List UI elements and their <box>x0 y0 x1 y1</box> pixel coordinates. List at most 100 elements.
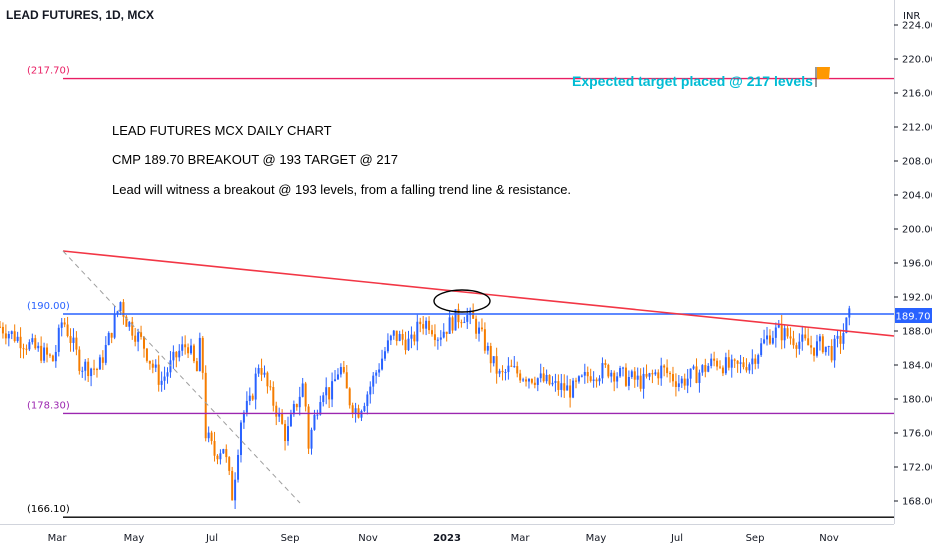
time-tick-label: Nov <box>358 533 378 544</box>
candle-body <box>557 381 560 390</box>
price-tick-label: 200.00 <box>902 225 932 236</box>
candle-body <box>234 479 237 501</box>
candle-body <box>122 302 125 317</box>
price-tick-label: 220.00 <box>902 55 932 66</box>
time-tick-label: Sep <box>281 533 300 544</box>
candle-body <box>716 360 719 367</box>
candle-body <box>37 345 40 349</box>
target-note: Expected target placed @ 217 levels <box>572 73 813 89</box>
candle-body <box>237 454 240 480</box>
candle-body <box>40 345 43 361</box>
candle-body <box>616 376 619 382</box>
candle-body <box>319 402 322 415</box>
time-tick-label: Jul <box>670 533 683 544</box>
candle-body <box>325 387 328 396</box>
candle-body <box>701 365 704 373</box>
candle-body <box>366 394 369 407</box>
candle-body <box>610 372 613 377</box>
candle-body <box>845 317 848 334</box>
candle-body <box>119 302 122 312</box>
annotation-outlook: Lead will witness a breakout @ 193 level… <box>112 182 571 197</box>
candle-body <box>46 347 49 355</box>
candles-layer <box>0 299 851 510</box>
candle-body <box>69 336 72 343</box>
candle-body <box>84 361 87 371</box>
candle-body <box>639 375 642 389</box>
candle-body <box>381 358 384 370</box>
candle-body <box>19 336 22 349</box>
candle-body <box>472 310 475 319</box>
candle-body <box>63 322 66 325</box>
time-tick-label: Nov <box>819 533 839 544</box>
candle-body <box>736 360 739 364</box>
candle-body <box>328 387 331 400</box>
candle-body <box>689 368 692 379</box>
candle-body <box>251 395 254 400</box>
time-tick-label: May <box>586 533 607 544</box>
candle-body <box>498 370 501 374</box>
candle-body <box>780 324 783 341</box>
candle-body <box>774 327 777 338</box>
dashed-trendline[interactable] <box>62 250 301 504</box>
candle-body <box>157 364 160 385</box>
candle-body <box>401 334 404 340</box>
candle-body <box>777 324 780 328</box>
candle-body <box>228 457 231 471</box>
candle-body <box>522 379 525 381</box>
candle-body <box>166 372 169 377</box>
candle-body <box>266 372 269 387</box>
candle-body <box>25 348 28 350</box>
candle-body <box>601 363 604 379</box>
candle-body <box>386 340 389 352</box>
time-tick-label: 2023 <box>433 533 461 544</box>
candle-body <box>254 373 257 400</box>
candle-body <box>848 308 851 318</box>
candle-body <box>457 309 460 323</box>
level-label-target: (217.70) <box>27 66 70 77</box>
candle-body <box>269 386 272 388</box>
candle-body <box>733 359 736 361</box>
candle-body <box>275 405 278 417</box>
candle-body <box>451 317 454 331</box>
candle-body <box>433 334 436 341</box>
price-axis-panel[interactable] <box>894 0 932 550</box>
candle-body <box>369 386 372 395</box>
candle-body <box>516 366 519 374</box>
candle-body <box>704 365 707 372</box>
current-price-label: 189.70 <box>896 312 931 323</box>
candle-body <box>636 375 639 380</box>
candle-body <box>81 370 84 372</box>
candle-body <box>739 362 742 364</box>
candle-body <box>604 363 607 365</box>
candle-body <box>360 411 363 418</box>
candle-body <box>151 363 154 368</box>
candle-body <box>107 332 110 345</box>
candle-body <box>231 470 234 501</box>
candle-body <box>16 336 19 342</box>
candle-body <box>677 383 680 387</box>
candle-body <box>572 380 575 398</box>
candle-body <box>792 338 795 346</box>
candle-body <box>598 378 601 382</box>
candle-body <box>363 406 366 412</box>
candle-body <box>724 357 727 374</box>
candle-body <box>339 367 342 375</box>
candle-body <box>760 343 763 356</box>
candle-body <box>569 385 572 398</box>
candle-body <box>148 360 151 364</box>
candle-body <box>513 366 516 368</box>
candle-body <box>160 380 163 385</box>
candle-body <box>710 358 713 366</box>
candle-body <box>463 321 466 323</box>
candle-body <box>204 372 207 439</box>
resistance-touch-ellipse[interactable] <box>433 289 491 313</box>
falling-trendline[interactable] <box>62 250 895 337</box>
candle-body <box>821 336 824 353</box>
candle-body <box>95 369 98 371</box>
candle-body <box>78 349 81 371</box>
plot-area[interactable] <box>0 0 894 524</box>
flag-icon[interactable] <box>815 67 830 87</box>
candle-body <box>125 316 128 327</box>
candle-body <box>486 346 489 351</box>
